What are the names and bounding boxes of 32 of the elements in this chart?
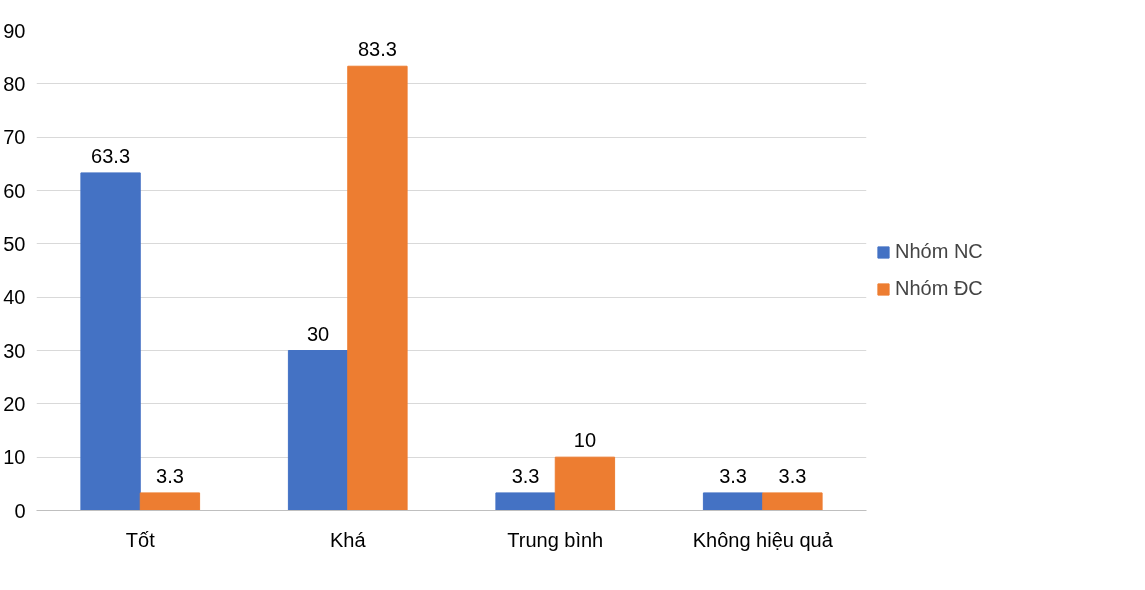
y-tick-label: 20	[3, 392, 26, 415]
x-tick-label: Không hiệu quả	[692, 528, 834, 551]
bar	[347, 65, 408, 511]
y-tick-label: 10	[3, 446, 26, 469]
y-tick-label: 60	[3, 179, 26, 202]
bar	[287, 350, 349, 511]
legend-label: Nhóm NC	[895, 240, 983, 263]
data-label: 10	[573, 429, 597, 452]
data-label: 3.3	[719, 464, 747, 487]
bar	[80, 172, 141, 511]
y-tick-label: 30	[3, 339, 26, 362]
x-tick-label: Tốt	[125, 528, 156, 551]
bar	[762, 492, 823, 511]
data-label: 3.3	[156, 464, 184, 487]
data-label: 83.3	[357, 38, 397, 61]
y-tick-label: 90	[3, 19, 26, 42]
data-label: 3.3	[778, 464, 807, 487]
x-tick-label: Trung bình	[507, 528, 604, 551]
legend-label: Nhóm ĐC	[895, 277, 983, 300]
bar	[702, 492, 764, 511]
x-tick-label: Khá	[329, 528, 367, 551]
data-label: 3.3	[511, 464, 540, 487]
bar	[495, 492, 556, 511]
y-tick-label: 0	[14, 499, 26, 522]
data-label: 63.3	[91, 144, 131, 167]
y-tick-label: 40	[3, 286, 26, 309]
bar	[554, 456, 616, 511]
data-label: 30	[306, 322, 330, 345]
y-tick-label: 70	[3, 126, 26, 149]
bar	[139, 492, 201, 511]
y-tick-label: 80	[3, 72, 26, 95]
y-tick-label: 50	[3, 232, 26, 255]
